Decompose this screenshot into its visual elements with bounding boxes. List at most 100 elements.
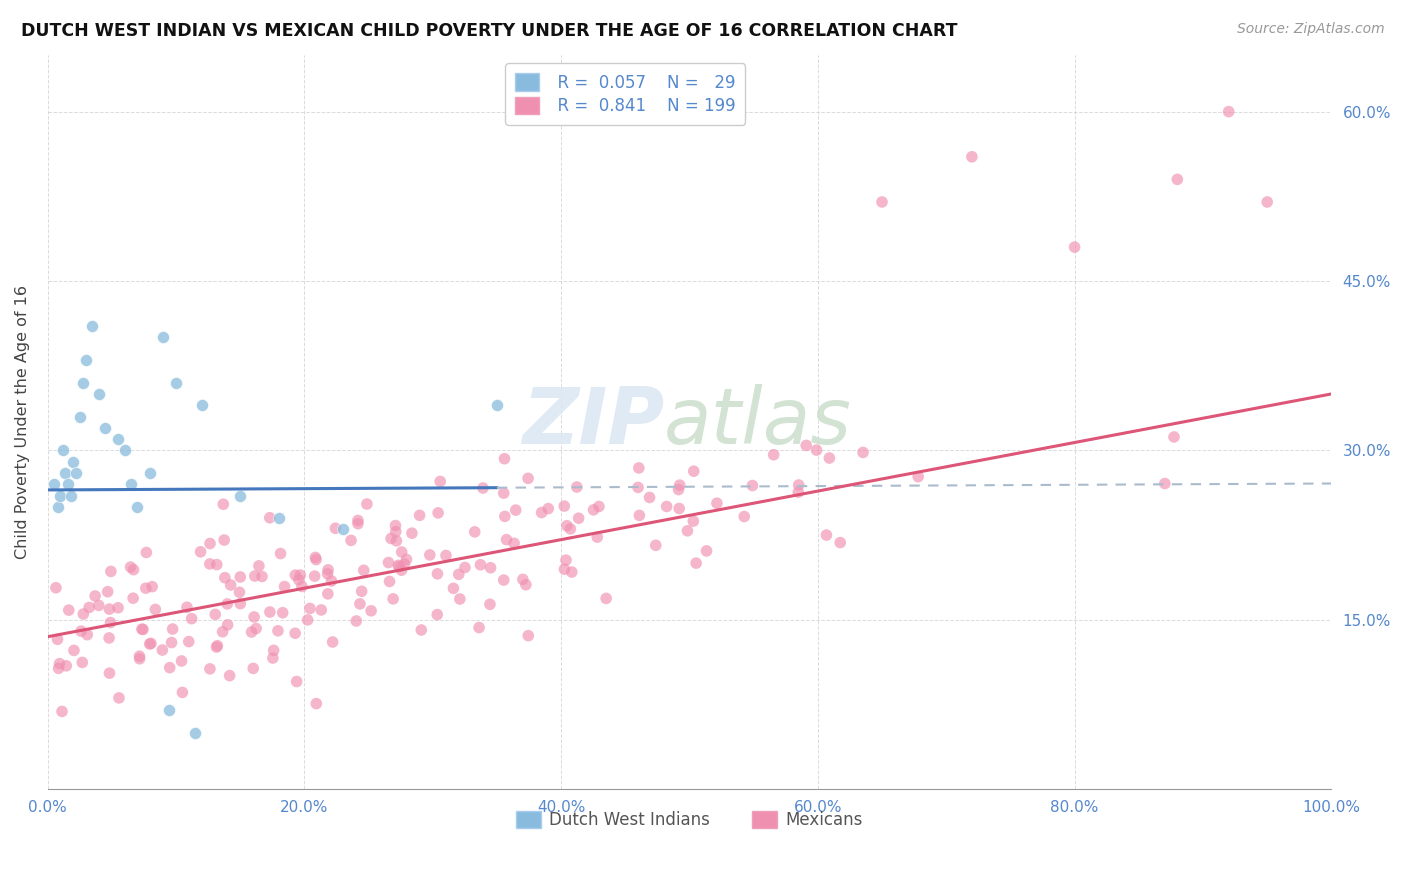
Point: [284, 568, 307, 582]
Point: [806, 443, 828, 458]
Point: [960, 150, 983, 164]
Point: [204, 607, 226, 622]
Point: [1063, 240, 1085, 254]
Point: [517, 629, 540, 643]
Point: [644, 538, 666, 552]
Point: [48, 657, 70, 671]
Point: [243, 569, 266, 583]
Point: [322, 635, 344, 649]
Point: [382, 591, 405, 606]
Point: [212, 497, 235, 511]
Point: [69, 409, 91, 424]
Point: [48, 661, 70, 675]
Point: [325, 521, 347, 535]
Point: [449, 592, 471, 607]
Point: [419, 548, 441, 562]
Point: [685, 556, 707, 570]
Point: [172, 685, 194, 699]
Point: [139, 466, 162, 480]
Point: [787, 478, 810, 492]
Point: [350, 584, 373, 599]
Point: [316, 566, 339, 581]
Point: [309, 603, 332, 617]
Point: [107, 600, 129, 615]
Point: [273, 580, 295, 594]
Point: [290, 568, 312, 582]
Point: [131, 622, 153, 636]
Point: [492, 486, 515, 500]
Point: [537, 501, 560, 516]
Point: [305, 697, 328, 711]
Point: [305, 552, 328, 566]
Point: [55, 466, 77, 480]
Point: [162, 622, 184, 636]
Point: [229, 489, 252, 503]
Point: [135, 545, 157, 559]
Point: [560, 522, 582, 536]
Point: [394, 557, 416, 571]
Point: [217, 597, 239, 611]
Point: [741, 478, 763, 492]
Point: [762, 448, 785, 462]
Point: [555, 553, 578, 567]
Point: [59, 489, 82, 503]
Point: [494, 451, 516, 466]
Point: [568, 511, 591, 525]
Point: [46, 500, 69, 514]
Point: [259, 605, 281, 619]
Point: [391, 563, 413, 577]
Point: [51, 705, 73, 719]
Point: [494, 509, 516, 524]
Point: [132, 623, 155, 637]
Point: [380, 532, 402, 546]
Point: [530, 506, 553, 520]
Point: [205, 558, 228, 572]
Point: [245, 622, 267, 636]
Point: [470, 558, 492, 572]
Point: [250, 569, 273, 583]
Point: [87, 599, 110, 613]
Point: [638, 491, 661, 505]
Point: [145, 602, 167, 616]
Point: [479, 561, 502, 575]
Point: [122, 563, 145, 577]
Point: [517, 471, 540, 485]
Point: [492, 573, 515, 587]
Point: [668, 483, 690, 497]
Point: [82, 319, 104, 334]
Point: [84, 589, 107, 603]
Point: [98, 666, 121, 681]
Point: [75, 353, 97, 368]
Point: [100, 565, 122, 579]
Point: [561, 565, 583, 579]
Point: [304, 550, 326, 565]
Point: [141, 580, 163, 594]
Point: [411, 623, 433, 637]
Point: [794, 438, 817, 452]
Point: [387, 558, 409, 573]
Point: [464, 524, 486, 539]
Point: [512, 572, 534, 586]
Point: [240, 625, 263, 640]
Point: [271, 606, 294, 620]
Point: [190, 545, 212, 559]
Point: [122, 591, 145, 606]
Point: [391, 545, 413, 559]
Point: [259, 510, 281, 524]
Point: [870, 194, 893, 209]
Point: [555, 518, 578, 533]
Point: [63, 643, 86, 657]
Point: [207, 639, 229, 653]
Point: [212, 533, 235, 547]
Point: [159, 703, 181, 717]
Point: [70, 624, 93, 639]
Point: [353, 563, 375, 577]
Point: [205, 640, 228, 654]
Point: [384, 518, 406, 533]
Point: [228, 585, 250, 599]
Point: [177, 634, 200, 648]
Y-axis label: Child Poverty Under the Age of 16: Child Poverty Under the Age of 16: [15, 285, 30, 559]
Point: [468, 621, 491, 635]
Point: [321, 574, 343, 588]
Point: [347, 516, 370, 531]
